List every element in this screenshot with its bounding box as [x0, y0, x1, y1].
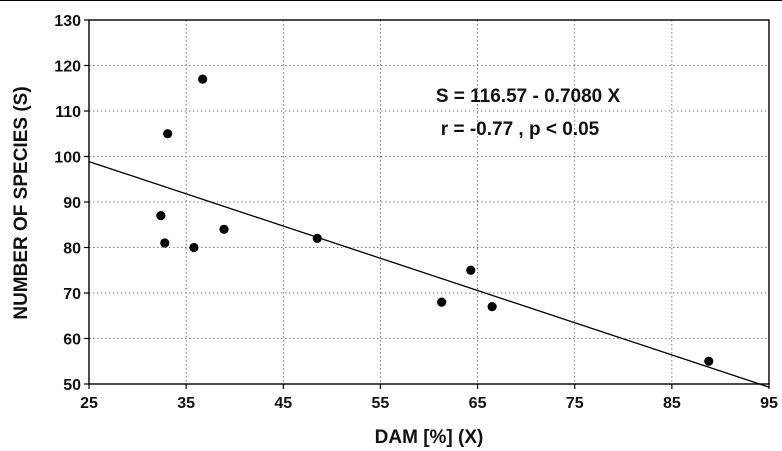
x-axis-title: DAM [%] (X)	[375, 427, 484, 448]
data-point	[189, 242, 199, 253]
regression-line-group	[88, 161, 770, 388]
y-tick-label: 120	[54, 59, 81, 76]
x-tick-label: 65	[469, 395, 487, 412]
data-point	[312, 233, 322, 243]
x-tick-label: 35	[177, 395, 195, 412]
y-tick-label: 50	[63, 377, 81, 394]
x-tick-label: 95	[760, 395, 778, 412]
x-tick-label: 75	[566, 395, 584, 412]
y-tick-label: 90	[63, 195, 81, 212]
correlation-label: r = -0.77 , p < 0.05	[441, 119, 600, 140]
data-point	[704, 356, 714, 366]
axis-ticks	[84, 19, 770, 389]
data-point	[466, 265, 476, 275]
x-tick-label: 55	[372, 395, 390, 412]
regression-equation-label: S = 116.57 - 0.7080 X	[436, 86, 621, 107]
data-point	[437, 297, 447, 307]
data-points	[156, 74, 714, 366]
tick-labels: 25 35 45 55 65 75 85 95 50 60 70 80 90 100 110 120 130	[54, 13, 778, 412]
data-point	[198, 74, 208, 84]
data-point	[219, 224, 229, 234]
x-tick-label: 85	[663, 395, 681, 412]
data-point	[160, 238, 170, 248]
y-tick-label: 80	[63, 241, 81, 258]
data-point	[163, 129, 173, 139]
y-tick-label: 100	[54, 150, 81, 167]
x-tick-label: 45	[274, 395, 292, 412]
x-tick-label: 25	[80, 395, 98, 412]
y-tick-label: 70	[63, 286, 81, 303]
data-point	[487, 302, 497, 312]
data-point	[156, 211, 166, 221]
y-axis-title: NUMBER OF SPECIES (S)	[11, 86, 32, 319]
y-tick-label: 130	[54, 13, 81, 30]
regression-line	[88, 161, 770, 388]
y-tick-label: 110	[55, 104, 81, 121]
y-tick-label: 60	[63, 332, 81, 349]
top-border-line	[0, 0, 782, 1]
grid-lines	[89, 20, 769, 384]
